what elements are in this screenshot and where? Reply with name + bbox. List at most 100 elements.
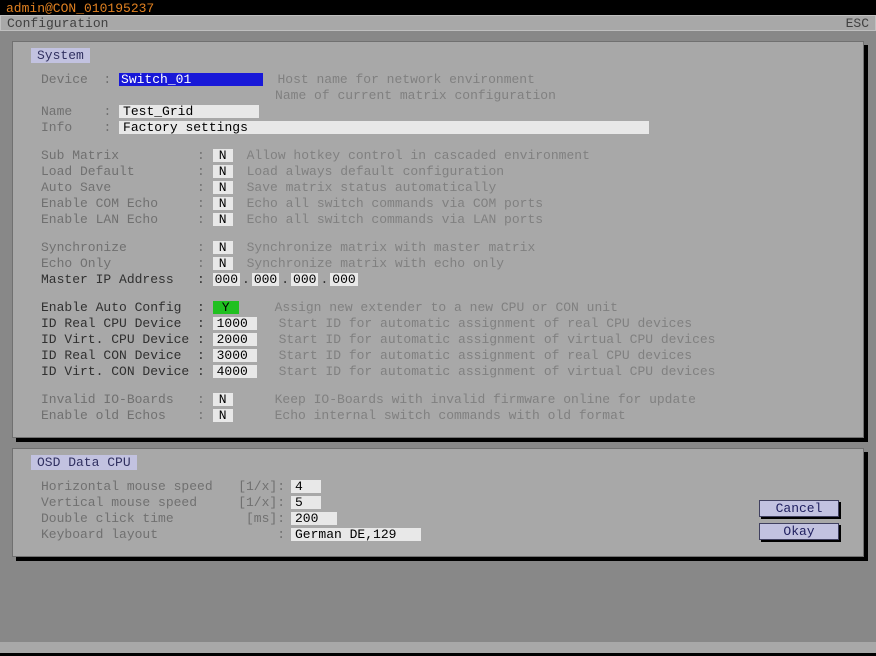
okay-button[interactable]: Okay: [759, 523, 839, 540]
echoonly-label: Echo Only: [41, 257, 197, 270]
dblclick-unit: [ms]:: [231, 512, 285, 525]
sync-label: Synchronize: [41, 241, 197, 254]
loaddefault-row: Load Default : N Load always default con…: [41, 163, 835, 179]
device-value[interactable]: Switch_01: [119, 73, 193, 86]
invalidio-value[interactable]: N: [213, 393, 233, 406]
colon: :: [103, 73, 119, 86]
comecho-label: Enable COM Echo: [41, 197, 197, 210]
dblclick-value[interactable]: 200: [291, 512, 337, 525]
comecho-hint: Echo all switch commands via COM ports: [247, 197, 543, 210]
masterip-row: Master IP Address : 000.000.000.000: [41, 271, 835, 287]
comecho-value[interactable]: N: [213, 197, 233, 210]
lanecho-label: Enable LAN Echo: [41, 213, 197, 226]
autoconf-value[interactable]: Y: [213, 301, 239, 314]
vmouse-value[interactable]: 5: [291, 496, 321, 509]
submatrix-label: Sub Matrix: [41, 149, 197, 162]
invalidio-hint: Keep IO-Boards with invalid firmware onl…: [275, 393, 696, 406]
idrealcon-hint: Start ID for automatic assignment of rea…: [279, 349, 692, 362]
masterip-b[interactable]: 000: [252, 273, 279, 286]
vmouse-label: Vertical mouse speed: [41, 496, 231, 509]
esc-label[interactable]: ESC: [846, 17, 869, 29]
osd-panel-title: OSD Data CPU: [31, 455, 137, 470]
kblayout-unit: :: [231, 528, 285, 541]
autoconf-label: Enable Auto Config: [41, 301, 197, 314]
cancel-button[interactable]: Cancel: [759, 500, 839, 517]
masterip-label: Master IP Address: [41, 273, 197, 286]
submatrix-hint: Allow hotkey control in cascaded environ…: [247, 149, 590, 162]
button-group: Cancel Okay: [759, 500, 839, 540]
loaddefault-value[interactable]: N: [213, 165, 233, 178]
dblclick-row: Double click time [ms]: 200: [41, 510, 835, 526]
system-panel-title: System: [31, 48, 90, 63]
idvirtcon-row: ID Virt. CON Device : 4000 Start ID for …: [41, 363, 835, 379]
sync-value[interactable]: N: [213, 241, 233, 254]
name-value[interactable]: Test_Grid: [119, 105, 259, 118]
oldecho-value[interactable]: N: [213, 409, 233, 422]
device-row: Device : Switch_01 Host name for network…: [41, 71, 835, 87]
comecho-row: Enable COM Echo : N Echo all switch comm…: [41, 195, 835, 211]
pad: [41, 89, 275, 102]
device-pad: [193, 73, 263, 86]
footer-bar: [0, 641, 876, 653]
idrealcpu-hint: Start ID for automatic assignment of rea…: [279, 317, 692, 330]
oldecho-row: Enable old Echos : N Echo internal switc…: [41, 407, 835, 423]
invalidio-label: Invalid IO-Boards: [41, 393, 197, 406]
autosave-row: Auto Save : N Save matrix status automat…: [41, 179, 835, 195]
echoonly-row: Echo Only : N Synchronize matrix with ec…: [41, 255, 835, 271]
idrealcon-value[interactable]: 3000: [213, 349, 257, 362]
invalidio-row: Invalid IO-Boards : N Keep IO-Boards wit…: [41, 391, 835, 407]
colon: :: [103, 121, 119, 134]
info-value[interactable]: Factory settings: [119, 121, 649, 134]
osd-panel: OSD Data CPU Horizontal mouse speed [1/x…: [12, 448, 864, 557]
lanecho-hint: Echo all switch commands via LAN ports: [247, 213, 543, 226]
masterip-c[interactable]: 000: [291, 273, 318, 286]
masterip-a[interactable]: 000: [213, 273, 240, 286]
oldecho-hint: Echo internal switch commands with old f…: [275, 409, 626, 422]
masterip-d[interactable]: 000: [330, 273, 357, 286]
colon: :: [197, 149, 213, 162]
oldecho-label: Enable old Echos: [41, 409, 197, 422]
main-area: System Device : Switch_01 Host name for …: [0, 31, 876, 641]
dblclick-label: Double click time: [41, 512, 231, 525]
colon: :: [103, 105, 119, 118]
idrealcon-row: ID Real CON Device : 3000 Start ID for a…: [41, 347, 835, 363]
submatrix-value[interactable]: N: [213, 149, 233, 162]
device-hint: Host name for network environment: [277, 73, 534, 86]
submatrix-row: Sub Matrix : N Allow hotkey control in c…: [41, 147, 835, 163]
autoconf-row: Enable Auto Config : Y Assign new extend…: [41, 299, 835, 315]
autosave-value[interactable]: N: [213, 181, 233, 194]
idrealcon-label: ID Real CON Device: [41, 349, 197, 362]
autosave-hint: Save matrix status automatically: [247, 181, 497, 194]
loaddefault-hint: Load always default configuration: [247, 165, 504, 178]
idrealcpu-label: ID Real CPU Device: [41, 317, 197, 330]
osd-panel-body: Horizontal mouse speed [1/x]: 4 Vertical…: [13, 478, 863, 556]
name-config-hint: Name of current matrix configuration: [275, 89, 556, 102]
idrealcpu-value[interactable]: 1000: [213, 317, 257, 330]
echoonly-value[interactable]: N: [213, 257, 233, 270]
kblayout-value[interactable]: German DE,129: [291, 528, 421, 541]
lanecho-row: Enable LAN Echo : N Echo all switch comm…: [41, 211, 835, 227]
hmouse-value[interactable]: 4: [291, 480, 321, 493]
vmouse-row: Vertical mouse speed [1/x]: 5: [41, 494, 835, 510]
name-label: Name: [41, 105, 103, 118]
autosave-label: Auto Save: [41, 181, 197, 194]
user-host-text: admin@CON_010195237: [6, 1, 154, 16]
lanecho-value[interactable]: N: [213, 213, 233, 226]
system-panel: System Device : Switch_01 Host name for …: [12, 41, 864, 438]
name-row: Name : Test_Grid: [41, 103, 835, 119]
idvirtcpu-label: ID Virt. CPU Device: [41, 333, 197, 346]
page-title: Configuration: [7, 17, 108, 29]
title-bar: Configuration ESC: [0, 15, 876, 31]
kblayout-label: Keyboard layout: [41, 528, 231, 541]
idvirtcpu-value[interactable]: 2000: [213, 333, 257, 346]
idvirtcon-hint: Start ID for automatic assignment of vir…: [279, 365, 716, 378]
idrealcpu-row: ID Real CPU Device : 1000 Start ID for a…: [41, 315, 835, 331]
loaddefault-label: Load Default: [41, 165, 197, 178]
idvirtcpu-row: ID Virt. CPU Device : 2000 Start ID for …: [41, 331, 835, 347]
hmouse-row: Horizontal mouse speed [1/x]: 4: [41, 478, 835, 494]
sync-row: Synchronize : N Synchronize matrix with …: [41, 239, 835, 255]
echoonly-hint: Synchronize matrix with echo only: [247, 257, 504, 270]
system-panel-body: Device : Switch_01 Host name for network…: [13, 71, 863, 437]
sync-hint: Synchronize matrix with master matrix: [247, 241, 536, 254]
idvirtcon-value[interactable]: 4000: [213, 365, 257, 378]
